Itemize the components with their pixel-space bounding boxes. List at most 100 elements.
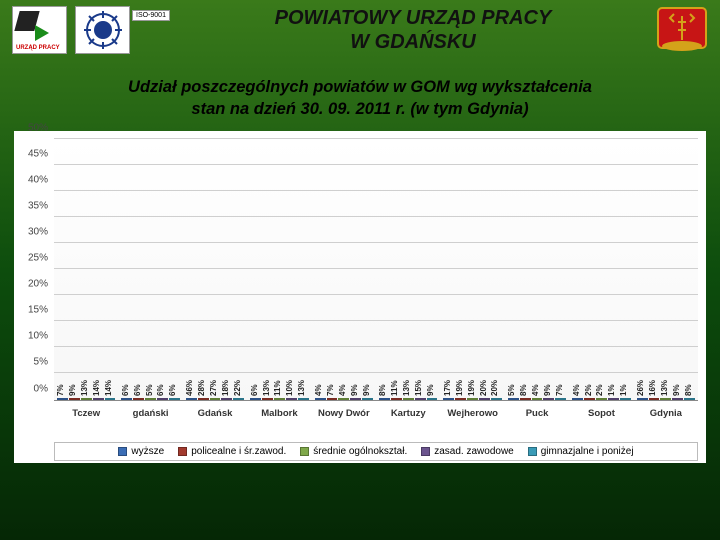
legend-swatch xyxy=(528,447,537,456)
bar xyxy=(362,398,373,400)
x-axis-labels: TczewgdańskiGdańskMalborkNowy DwórKartuz… xyxy=(54,408,698,419)
bar-column: 6% xyxy=(121,398,132,400)
bar xyxy=(145,398,156,400)
bar xyxy=(555,398,566,400)
bar-column: 9% xyxy=(350,398,361,400)
bar-group: 5%8%4%9%7% xyxy=(505,139,569,400)
legend-swatch xyxy=(421,447,430,456)
y-tick: 25% xyxy=(18,253,48,264)
x-axis-label: Wejherowo xyxy=(440,408,504,419)
bar-value-label: 1% xyxy=(619,384,628,396)
chart-container: 7%9%13%14%14%6%6%5%6%6%46%28%27%18%22%6%… xyxy=(14,131,706,463)
bar-column: 8% xyxy=(520,398,531,400)
bar-column: 4% xyxy=(315,398,326,400)
bar-column: 13% xyxy=(403,398,414,400)
bar-column: 22% xyxy=(233,398,244,400)
bar-value-label: 13% xyxy=(80,380,89,396)
y-tick: 5% xyxy=(18,357,48,368)
bar-group: 4%2%2%1%1% xyxy=(569,139,633,400)
bar-value-label: 17% xyxy=(443,380,452,396)
bar-value-label: 4% xyxy=(314,384,323,396)
bar-value-label: 46% xyxy=(185,380,194,396)
bar xyxy=(93,398,104,400)
bar-column: 18% xyxy=(221,398,232,400)
bar-group: 26%16%13%9%8% xyxy=(634,139,698,400)
bar-column: 9% xyxy=(672,398,683,400)
bar xyxy=(391,398,402,400)
chart-legend: wyższepolicealne i śr.zawod.średnie ogól… xyxy=(54,442,698,461)
chart-subtitle: Udział poszczególnych powiatów w GOM wg … xyxy=(24,76,696,121)
bar-column: 28% xyxy=(198,398,209,400)
bar xyxy=(620,398,631,400)
bar-value-label: 15% xyxy=(414,380,423,396)
bar xyxy=(274,398,285,400)
bar-column: 5% xyxy=(145,398,156,400)
logo-urzad-pracy: URZĄD PRACY xyxy=(12,6,67,54)
bar-value-label: 16% xyxy=(648,380,657,396)
bar-value-label: 7% xyxy=(326,384,335,396)
legend-swatch xyxy=(300,447,309,456)
bar-group: 6%6%5%6%6% xyxy=(118,139,182,400)
bar-column: 9% xyxy=(427,398,438,400)
bar-column: 26% xyxy=(637,398,648,400)
iso-badge: ISO-9001 xyxy=(132,10,170,21)
bar xyxy=(233,398,244,400)
bar-value-label: 1% xyxy=(607,384,616,396)
bar-column: 7% xyxy=(57,398,68,400)
bar-value-label: 11% xyxy=(390,380,399,396)
bar-value-label: 19% xyxy=(467,380,476,396)
bar xyxy=(543,398,554,400)
y-tick: 10% xyxy=(18,331,48,342)
bar-value-label: 9% xyxy=(672,384,681,396)
x-axis-label: gdański xyxy=(118,408,182,419)
x-axis-label: Kartuzy xyxy=(376,408,440,419)
legend-item: gimnazjalne i poniżej xyxy=(528,446,634,457)
bar-value-label: 10% xyxy=(285,380,294,396)
bar-column: 20% xyxy=(479,398,490,400)
bar xyxy=(379,398,390,400)
bar-column: 7% xyxy=(555,398,566,400)
bar xyxy=(327,398,338,400)
bar xyxy=(350,398,361,400)
title-line1: POWIATOWY URZĄD PRACY xyxy=(170,6,656,30)
bar-value-label: 9% xyxy=(68,384,77,396)
bar-column: 10% xyxy=(286,398,297,400)
subtitle-line1: Udział poszczególnych powiatów w GOM wg … xyxy=(24,76,696,98)
y-tick: 20% xyxy=(18,279,48,290)
bar-value-label: 14% xyxy=(104,380,113,396)
bar xyxy=(403,398,414,400)
bar-group: 17%19%19%20%20% xyxy=(440,139,504,400)
bar-group: 8%11%13%15%9% xyxy=(376,139,440,400)
bar-column: 7% xyxy=(327,398,338,400)
bar xyxy=(250,398,261,400)
bar-value-label: 13% xyxy=(660,380,669,396)
legend-label: średnie ogólnokształ. xyxy=(313,446,407,457)
legend-swatch xyxy=(118,447,127,456)
bar xyxy=(286,398,297,400)
bar-value-label: 9% xyxy=(362,384,371,396)
bar-value-label: 7% xyxy=(555,384,564,396)
y-tick: 30% xyxy=(18,226,48,237)
bar xyxy=(660,398,671,400)
chart-plot: 7%9%13%14%14%6%6%5%6%6%46%28%27%18%22%6%… xyxy=(54,139,698,401)
bar-value-label: 13% xyxy=(402,380,411,396)
bar-value-label: 8% xyxy=(684,384,693,396)
bar-column: 8% xyxy=(379,398,390,400)
bar-column: 11% xyxy=(391,398,402,400)
bar-column: 1% xyxy=(620,398,631,400)
bar-column: 9% xyxy=(362,398,373,400)
bar-column: 15% xyxy=(415,398,426,400)
legend-item: wyższe xyxy=(118,446,164,457)
bar-column: 4% xyxy=(532,398,543,400)
bar-column: 17% xyxy=(443,398,454,400)
bar-column: 9% xyxy=(69,398,80,400)
bar-column: 2% xyxy=(596,398,607,400)
bar-column: 13% xyxy=(660,398,671,400)
bar xyxy=(532,398,543,400)
bar-value-label: 19% xyxy=(455,380,464,396)
bar-value-label: 6% xyxy=(133,384,142,396)
bar xyxy=(672,398,683,400)
bar-column: 13% xyxy=(81,398,92,400)
bar-column: 5% xyxy=(508,398,519,400)
bar xyxy=(520,398,531,400)
